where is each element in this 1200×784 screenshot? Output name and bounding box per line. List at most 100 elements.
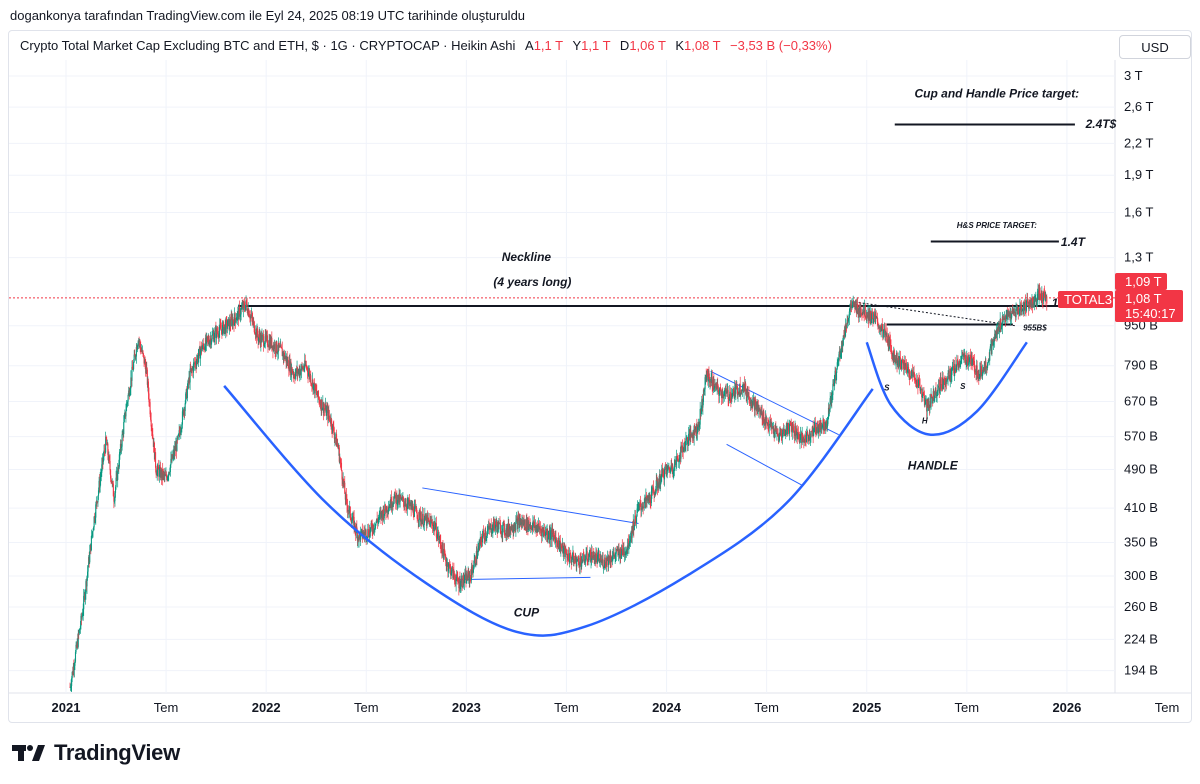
flag1-upper-line[interactable]: [422, 487, 639, 524]
candle-body: [698, 421, 700, 428]
candle-body: [145, 367, 147, 374]
chart-annotation[interactable]: HANDLE: [908, 458, 959, 472]
candle-body: [908, 366, 910, 374]
candle-body: [172, 454, 174, 459]
candle-body: [489, 525, 491, 530]
symbol-tag: [1058, 291, 1113, 308]
candle-body: [638, 503, 640, 505]
candle-body: [883, 329, 885, 331]
candle-body: [1036, 301, 1038, 306]
dotted-trend-line[interactable]: [854, 301, 1015, 327]
candle-body: [388, 507, 390, 509]
candle-body: [248, 316, 250, 318]
candle-body: [889, 338, 891, 340]
candle-body: [985, 361, 987, 368]
candle-body: [849, 308, 851, 312]
candle-body: [728, 398, 730, 400]
candle-body: [334, 437, 337, 439]
candle-body: [430, 519, 432, 521]
x-tick-label: Tem: [754, 700, 779, 715]
symbol-legend[interactable]: Crypto Total Market Cap Excluding BTC an…: [20, 38, 832, 53]
candle-body: [138, 340, 140, 342]
y-tick-label: 350 B: [1124, 534, 1158, 549]
x-tick-label: Tem: [554, 700, 579, 715]
chart-annotation[interactable]: S: [960, 382, 966, 391]
tradingview-logo[interactable]: TradingView: [12, 740, 180, 766]
candle-body: [569, 552, 571, 554]
candle-body: [423, 518, 425, 525]
candle-body: [537, 528, 539, 533]
flag1-lower-line[interactable]: [458, 576, 591, 581]
candle-body: [831, 395, 833, 396]
candle-body: [582, 553, 584, 555]
candle-body: [150, 414, 152, 420]
chart-annotation[interactable]: 1.4T: [1061, 235, 1087, 249]
candle-body: [309, 371, 311, 379]
candle-body: [547, 530, 549, 538]
candle-body: [552, 529, 554, 534]
flag2-lower-line[interactable]: [726, 443, 803, 486]
candle-body: [1023, 303, 1025, 312]
candle-body: [611, 556, 613, 561]
candle-body: [1046, 296, 1048, 304]
candle-body: [542, 528, 544, 532]
candle-body: [244, 305, 247, 311]
candle-body: [263, 345, 265, 347]
candle-body: [450, 573, 452, 576]
candle-body: [504, 534, 507, 536]
candle-body: [899, 357, 901, 367]
candle-body: [121, 434, 123, 447]
candle-body: [137, 342, 139, 346]
candle-body: [337, 443, 339, 447]
chart-annotation[interactable]: H: [922, 417, 928, 426]
candle-body: [297, 368, 299, 374]
candle-body: [167, 477, 169, 480]
handle-curve[interactable]: [865, 341, 1028, 436]
candle-body: [391, 506, 393, 508]
chart-annotation[interactable]: 955B$: [1023, 323, 1047, 332]
candle-body: [1007, 310, 1009, 317]
chart-annotation[interactable]: (4 years long): [493, 275, 571, 289]
chart-annotation[interactable]: CUP: [514, 605, 540, 619]
candle-body: [185, 393, 187, 404]
candle-body: [723, 392, 725, 397]
chart-annotation[interactable]: S: [884, 383, 890, 392]
candle-body: [629, 541, 631, 542]
chart-annotation[interactable]: 2.4T$: [1085, 117, 1117, 131]
chart-annotation[interactable]: Neckline: [502, 250, 552, 264]
chart-annotation[interactable]: Cup and Handle Price target:: [914, 86, 1079, 100]
candle-body: [1032, 304, 1034, 307]
chart-annotation[interactable]: H&S PRICE TARGET:: [957, 221, 1037, 230]
chart-panel[interactable]: [8, 30, 1192, 723]
candle-body: [297, 371, 299, 374]
cup-curve[interactable]: [223, 385, 874, 637]
candle-body: [107, 443, 109, 455]
candle-body: [106, 439, 108, 446]
candle-body: [946, 379, 948, 383]
candle-body: [996, 327, 998, 335]
candle-body: [86, 576, 88, 587]
candle-body: [739, 383, 741, 395]
candle-body: [846, 327, 848, 329]
candle-body: [446, 564, 448, 567]
candle-body: [440, 547, 442, 549]
candle-body: [238, 307, 240, 320]
candle-body: [758, 409, 760, 412]
candle-body: [601, 559, 603, 563]
candle-body: [123, 422, 125, 435]
symbol-title[interactable]: Crypto Total Market Cap Excluding BTC an…: [20, 38, 516, 53]
candle-body: [741, 390, 743, 391]
candle-body: [456, 574, 458, 577]
candle-body: [950, 368, 952, 378]
currency-button[interactable]: USD: [1119, 35, 1191, 59]
candle-body: [300, 370, 302, 375]
candle-body: [463, 574, 465, 583]
candle-body: [308, 372, 310, 376]
candle-body: [652, 487, 655, 492]
candle-body: [1034, 300, 1036, 307]
candle-body: [628, 541, 630, 547]
candle-body: [614, 554, 616, 558]
y-tick-label: 410 B: [1124, 500, 1158, 515]
candle-body: [140, 346, 142, 352]
